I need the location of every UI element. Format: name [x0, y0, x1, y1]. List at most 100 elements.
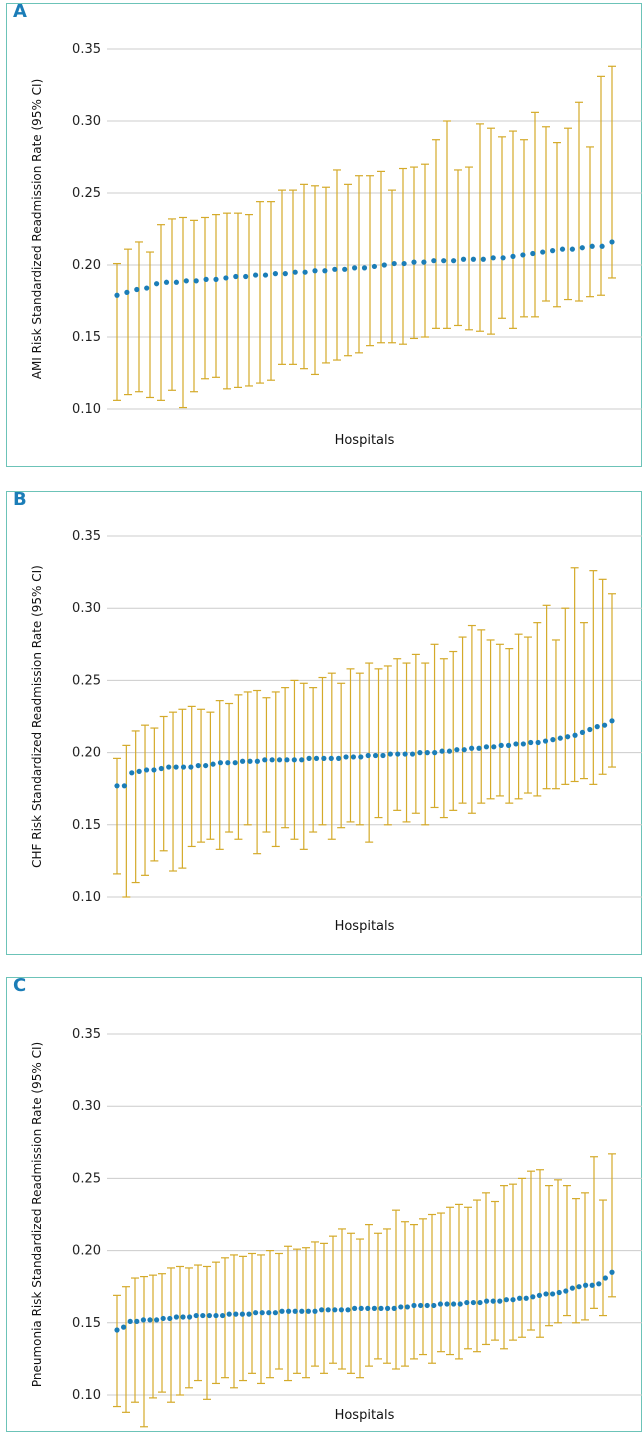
data-point [200, 1312, 206, 1319]
data-point [454, 747, 460, 753]
data-point [358, 754, 364, 760]
data-point [609, 239, 615, 245]
data-point [173, 764, 179, 770]
data-point [332, 1307, 338, 1313]
data-point [167, 1315, 173, 1322]
data-point [276, 757, 283, 763]
data-point [513, 741, 519, 747]
data-point [505, 742, 512, 748]
data-point [124, 289, 130, 295]
data-point [291, 757, 297, 763]
y-tick-label: 0.35 [72, 42, 101, 57]
data-point [497, 1298, 503, 1304]
data-point [451, 258, 457, 264]
data-point [411, 1302, 417, 1309]
x-axis-label: Hospitals [335, 433, 395, 448]
data-point [136, 768, 142, 774]
data-point [569, 1285, 576, 1291]
data-point [530, 250, 536, 257]
y-tick-label: 0.15 [72, 1316, 101, 1331]
data-point [503, 1297, 509, 1303]
data-point [342, 266, 348, 272]
chart-panel-c: C 0.10 0.15 0.20 0.25 0.30 0.35 Pneumonia Risk… [6, 975, 642, 1432]
data-point [305, 1308, 311, 1314]
y-tick-label: 0.25 [72, 186, 101, 201]
data-point [510, 1297, 516, 1303]
data-point [520, 252, 526, 258]
data-point [530, 1294, 536, 1300]
data-points [114, 718, 615, 789]
data-point [599, 243, 605, 249]
y-tick-label: 0.35 [72, 529, 101, 544]
data-point [114, 783, 120, 789]
data-point [154, 1317, 160, 1323]
data-point [498, 742, 504, 748]
y-tick-label: 0.20 [72, 258, 101, 273]
data-point [470, 256, 476, 262]
data-point [313, 755, 320, 761]
chart-b: 0.10 0.15 0.20 0.25 0.30 0.35 CHF Risk Standar… [30, 529, 642, 934]
data-point [286, 1308, 292, 1314]
data-point [409, 751, 416, 757]
data-point [556, 1289, 562, 1296]
data-point [550, 248, 556, 254]
data-point [121, 1324, 127, 1330]
data-point [253, 272, 259, 278]
data-point [121, 783, 127, 789]
data-point [431, 1302, 437, 1309]
data-point [437, 1301, 443, 1307]
data-point [269, 757, 275, 763]
data-point [166, 764, 172, 770]
data-point [596, 1281, 602, 1287]
data-point [284, 757, 290, 763]
data-point [151, 767, 157, 773]
data-point [217, 760, 224, 766]
data-point [203, 276, 209, 282]
data-point [431, 258, 437, 264]
data-point [319, 1307, 325, 1313]
data-point [576, 1284, 582, 1290]
data-point [352, 265, 358, 271]
data-point [233, 1311, 239, 1317]
data-point [583, 1282, 589, 1288]
data-point [361, 265, 368, 271]
data-point [195, 762, 201, 769]
chart-c: 0.10 0.15 0.20 0.25 0.30 0.35 Pneumonia Risk S… [30, 1027, 642, 1428]
data-point [484, 1298, 490, 1304]
y-tick-label: 0.25 [72, 673, 101, 688]
data-point [233, 273, 239, 280]
data-point [451, 1301, 457, 1307]
data-point [550, 737, 556, 743]
data-point [272, 271, 278, 277]
data-point [391, 1305, 397, 1311]
data-point [483, 744, 490, 750]
data-point [262, 757, 268, 763]
data-point [345, 1307, 351, 1313]
data-point [441, 258, 447, 264]
data-point [395, 751, 401, 757]
y-tick-label: 0.10 [72, 890, 101, 905]
data-point [134, 1318, 140, 1324]
x-axis-label: Hospitals [335, 919, 395, 934]
data-point [380, 752, 386, 759]
y-tick-label: 0.30 [72, 114, 101, 129]
data-point [520, 741, 526, 747]
data-point [569, 246, 576, 252]
data-point [510, 253, 516, 259]
data-point [500, 255, 506, 261]
data-point [352, 1305, 358, 1311]
y-tick-label: 0.30 [72, 1099, 101, 1114]
chart-panel-a: A 0.10 0.15 0.20 0.25 0.30 0.35 AMI Risk Stand… [6, 1, 642, 467]
data-point [490, 255, 496, 261]
data-point [225, 760, 231, 766]
data-point [528, 739, 534, 746]
data-point [387, 751, 393, 757]
data-point [160, 1315, 166, 1322]
data-point [213, 1312, 219, 1319]
panel-label-c: C [13, 975, 27, 996]
data-point [523, 1295, 529, 1301]
data-point [306, 755, 312, 761]
data-point [490, 1298, 496, 1304]
data-point [594, 724, 600, 730]
data-point [446, 748, 453, 754]
